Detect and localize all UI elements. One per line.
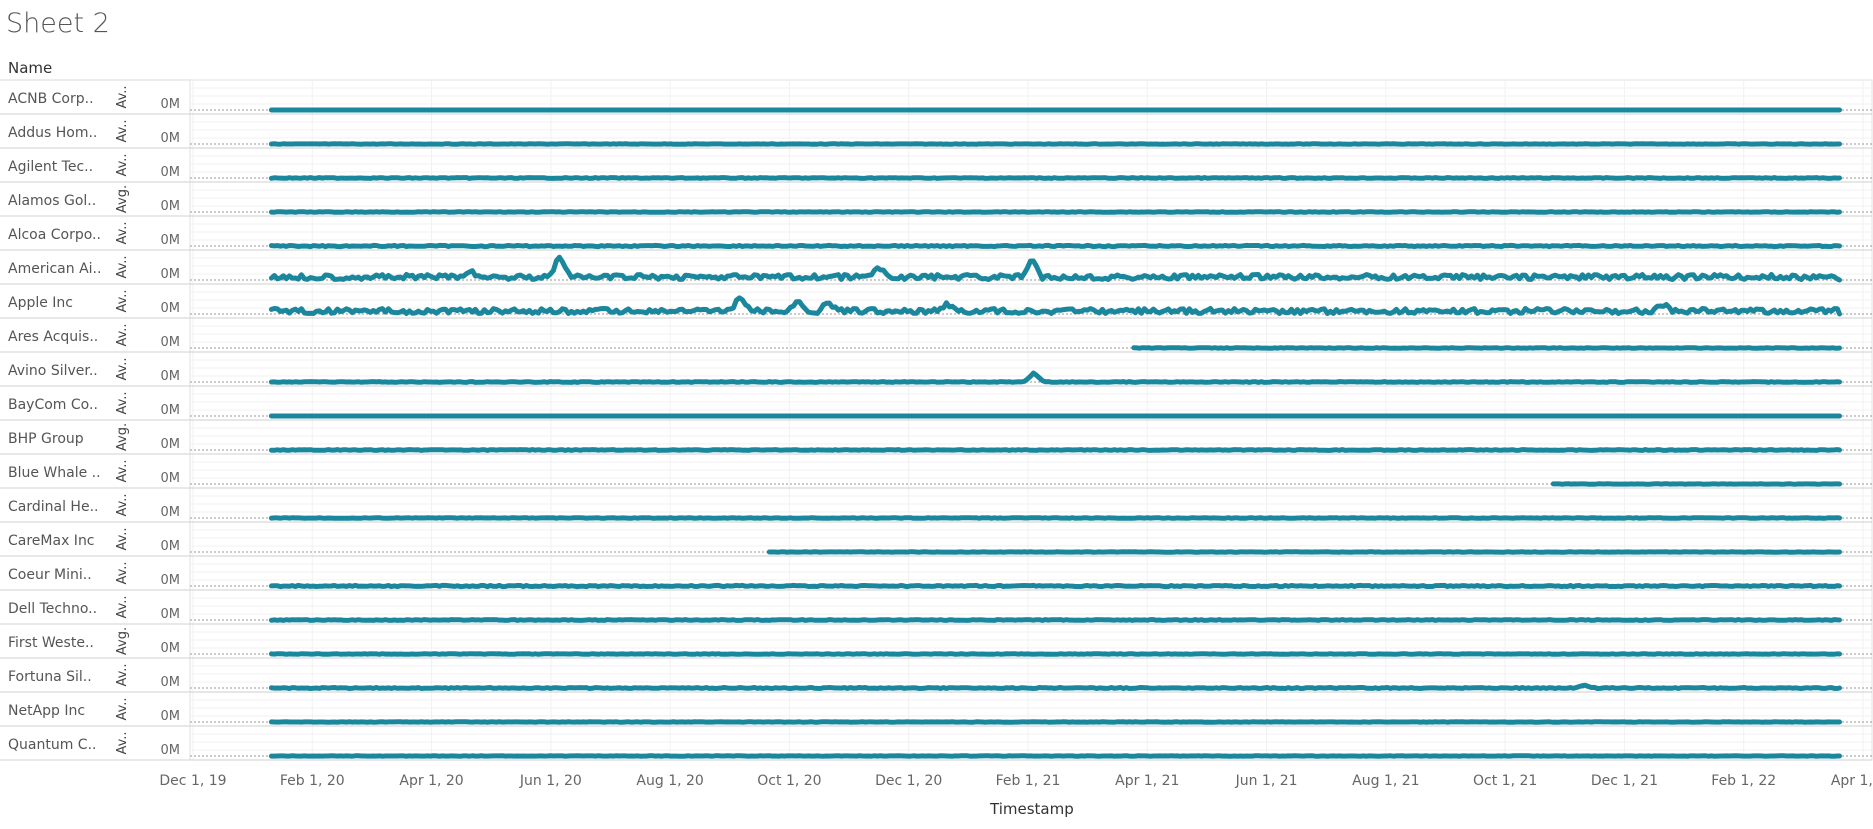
row-name-label[interactable]: Alcoa Corpo.. xyxy=(8,227,101,243)
row-name-label[interactable]: Quantum C.. xyxy=(8,737,96,753)
y-axis-label: Av.. xyxy=(115,119,130,142)
row-name-label[interactable]: CareMax Inc xyxy=(8,533,95,549)
series-line[interactable] xyxy=(1131,345,1842,351)
row-name-label[interactable]: Fortuna Sil.. xyxy=(8,669,92,685)
y-axis-label: Av.. xyxy=(115,85,130,108)
x-tick-label: Dec 1, 19 xyxy=(159,773,226,789)
y-tick-label: 0M xyxy=(161,335,181,350)
row-name-label[interactable]: Ares Acquis.. xyxy=(8,329,98,345)
y-tick-label: 0M xyxy=(161,573,181,588)
y-tick-label: 0M xyxy=(161,301,181,316)
y-tick-label: 0M xyxy=(161,505,181,520)
row-name-label[interactable]: Avino Silver.. xyxy=(8,363,98,379)
series-line[interactable] xyxy=(268,682,1842,691)
row-name-label[interactable]: Apple Inc xyxy=(8,295,73,311)
y-tick-label: 0M xyxy=(161,199,181,214)
series-line[interactable] xyxy=(268,515,1842,521)
y-axis-label: Av.. xyxy=(115,663,130,686)
series-line[interactable] xyxy=(268,209,1842,215)
row-name-label[interactable]: Addus Hom.. xyxy=(8,125,97,141)
y-tick-label: 0M xyxy=(161,267,181,282)
x-tick-label: Apr 1, 22 xyxy=(1831,773,1873,789)
x-tick-label: Feb 1, 20 xyxy=(280,773,345,789)
x-tick-label: Jun 1, 20 xyxy=(519,773,582,789)
series-line[interactable] xyxy=(268,447,1842,453)
x-tick-label: Apr 1, 20 xyxy=(399,773,463,789)
series-line[interactable] xyxy=(268,651,1842,657)
y-tick-label: 0M xyxy=(161,437,181,452)
y-axis-label: Avg. xyxy=(115,627,130,655)
y-axis-label: Av.. xyxy=(115,493,130,516)
y-tick-label: 0M xyxy=(161,97,181,112)
x-tick-label: Feb 1, 22 xyxy=(1711,773,1776,789)
y-tick-label: 0M xyxy=(161,743,181,758)
row-name-label[interactable]: American Ai.. xyxy=(8,261,101,277)
x-tick-label: Apr 1, 21 xyxy=(1115,773,1179,789)
x-tick-label: Oct 1, 21 xyxy=(1473,773,1537,789)
series-line[interactable] xyxy=(268,254,1842,283)
y-tick-label: 0M xyxy=(161,131,181,146)
series-line[interactable] xyxy=(268,295,1842,317)
x-tick-label: Jun 1, 21 xyxy=(1235,773,1298,789)
y-axis-label: Avg. xyxy=(115,185,130,213)
row-name-label[interactable]: Cardinal He.. xyxy=(8,499,98,515)
row-name-label[interactable]: BHP Group xyxy=(8,431,84,447)
x-tick-label: Dec 1, 20 xyxy=(875,773,942,789)
y-axis-label: Av.. xyxy=(115,459,130,482)
x-tick-label: Aug 1, 21 xyxy=(1352,773,1419,789)
row-name-label[interactable]: First Weste.. xyxy=(8,635,94,651)
row-name-label[interactable]: BayCom Co.. xyxy=(8,397,98,413)
y-axis-label: Av.. xyxy=(115,153,130,176)
y-axis-label: Av.. xyxy=(115,221,130,244)
y-axis-label: Av.. xyxy=(115,595,130,618)
y-axis-label: Av.. xyxy=(115,289,130,312)
y-tick-label: 0M xyxy=(161,369,181,384)
y-tick-label: 0M xyxy=(161,641,181,656)
row-name-label[interactable]: NetApp Inc xyxy=(8,703,85,719)
y-axis-label: Av.. xyxy=(115,255,130,278)
series-line[interactable] xyxy=(268,617,1842,623)
row-name-label[interactable]: Agilent Tec.. xyxy=(8,159,93,175)
y-tick-label: 0M xyxy=(161,403,181,418)
y-axis-label: Avg. xyxy=(115,423,130,451)
y-axis-label: Av.. xyxy=(115,561,130,584)
series-line[interactable] xyxy=(268,582,1842,590)
y-tick-label: 0M xyxy=(161,165,181,180)
row-name-label[interactable]: ACNB Corp.. xyxy=(8,91,94,107)
y-tick-label: 0M xyxy=(161,539,181,554)
y-tick-label: 0M xyxy=(161,233,181,248)
series-line[interactable] xyxy=(268,370,1842,385)
row-name-label[interactable]: Alamos Gol.. xyxy=(8,193,96,209)
y-axis-label: Av.. xyxy=(115,697,130,720)
y-axis-label: Av.. xyxy=(115,391,130,414)
y-axis-label: Av.. xyxy=(115,731,130,754)
y-tick-label: 0M xyxy=(161,471,181,486)
row-name-label[interactable]: Coeur Mini.. xyxy=(8,567,92,583)
row-header-name[interactable]: Name xyxy=(8,59,53,77)
sheet-title: Sheet 2 xyxy=(6,8,110,39)
y-tick-label: 0M xyxy=(161,675,181,690)
y-axis-label: Av.. xyxy=(115,527,130,550)
y-axis-label: Av.. xyxy=(115,357,130,380)
x-axis-title: Timestamp xyxy=(990,800,1074,818)
x-tick-label: Feb 1, 21 xyxy=(996,773,1061,789)
y-axis-label: Av.. xyxy=(115,323,130,346)
row-name-label[interactable]: Dell Techno.. xyxy=(8,601,97,617)
series-line[interactable] xyxy=(268,242,1842,250)
x-tick-label: Dec 1, 21 xyxy=(1591,773,1658,789)
y-tick-label: 0M xyxy=(161,709,181,724)
series-line[interactable] xyxy=(268,175,1842,181)
x-tick-label: Aug 1, 20 xyxy=(636,773,703,789)
row-name-label[interactable]: Blue Whale .. xyxy=(8,465,101,481)
y-tick-label: 0M xyxy=(161,607,181,622)
x-tick-label: Oct 1, 20 xyxy=(757,773,821,789)
